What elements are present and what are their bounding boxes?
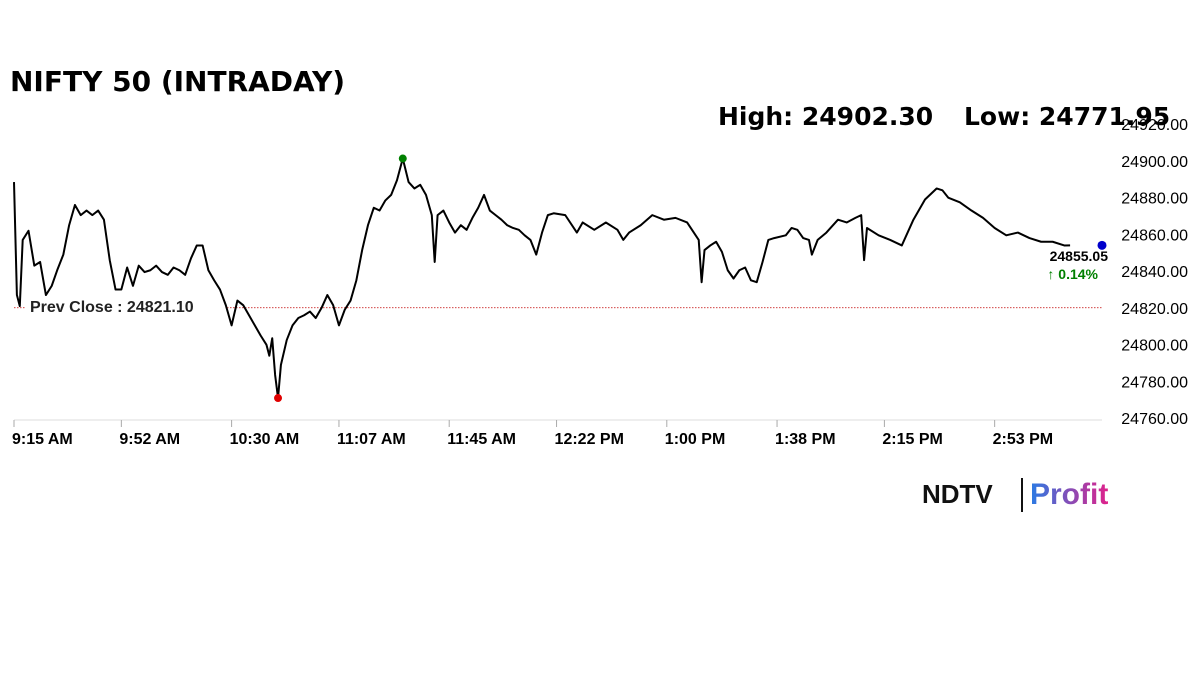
low-stat: Low: 24771.95	[964, 102, 1170, 131]
x-tick-label: 1:38 PM	[775, 431, 835, 448]
change-label: ↑ 0.14%	[1047, 266, 1098, 282]
y-tick-label: 24760.00	[1121, 411, 1188, 428]
last-price-label: 24855.05	[1050, 248, 1109, 264]
y-tick-label: 24800.00	[1121, 338, 1188, 355]
price-line	[13, 157, 1071, 400]
last-marker	[1097, 240, 1107, 250]
x-tick-label: 1:00 PM	[665, 431, 725, 448]
logo-profit: Profit	[1030, 478, 1108, 511]
x-tick-label: 2:53 PM	[993, 431, 1053, 448]
y-tick-label: 24880.00	[1121, 191, 1188, 208]
prev-close-label: Prev Close : 24821.10	[30, 299, 194, 316]
prev-close-bg	[26, 297, 226, 318]
x-tick-label: 9:15 AM	[12, 431, 73, 448]
y-tick-label: 24820.00	[1121, 301, 1188, 318]
y-tick-label: 24860.00	[1121, 227, 1188, 244]
low-marker	[274, 394, 283, 403]
y-tick-label: 24840.00	[1121, 264, 1188, 281]
y-tick-label: 24920.00	[1121, 117, 1188, 134]
logo-ndtv: NDTV	[922, 479, 993, 509]
x-tick-label: 12:22 PM	[555, 431, 624, 448]
y-tick-label: 24900.00	[1121, 154, 1188, 171]
x-tick-label: 9:52 AM	[119, 431, 180, 448]
chart-title: NIFTY 50 (INTRADAY)	[10, 65, 345, 98]
x-tick-label: 10:30 AM	[230, 431, 300, 448]
y-tick-label: 24780.00	[1121, 374, 1188, 391]
high-stat: High: 24902.30	[718, 102, 933, 131]
x-tick-label: 11:07 AM	[337, 431, 406, 448]
x-tick-label: 2:15 PM	[882, 431, 942, 448]
x-tick-label: 11:45 AM	[447, 431, 516, 448]
high-marker	[398, 154, 407, 163]
